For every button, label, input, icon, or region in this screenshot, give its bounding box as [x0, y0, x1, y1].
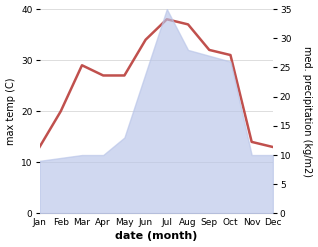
X-axis label: date (month): date (month) — [115, 231, 197, 242]
Y-axis label: max temp (C): max temp (C) — [5, 78, 16, 145]
Y-axis label: med. precipitation (kg/m2): med. precipitation (kg/m2) — [302, 46, 313, 177]
